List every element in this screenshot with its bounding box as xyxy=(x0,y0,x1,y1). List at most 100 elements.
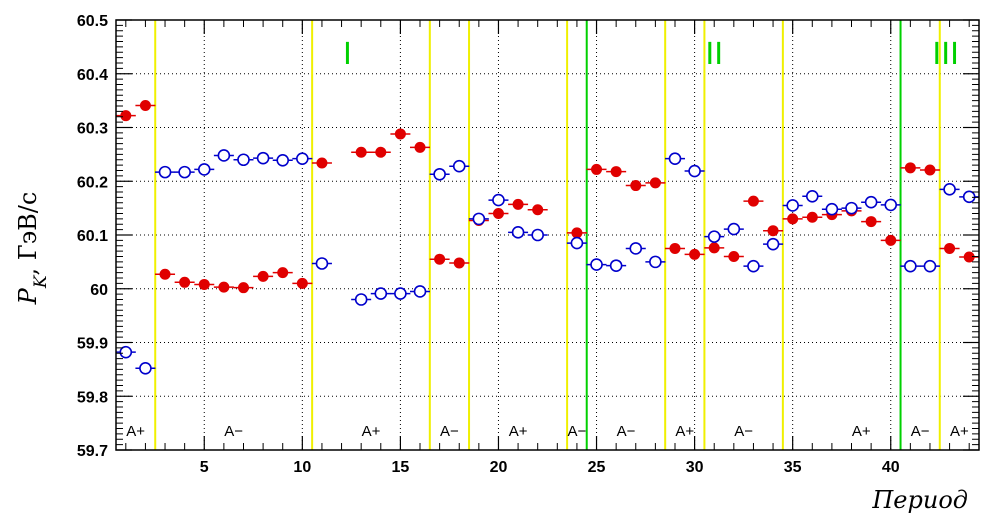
open-data-point xyxy=(962,190,976,204)
open-data-point xyxy=(707,230,721,243)
y-tick-label: 59.7 xyxy=(77,443,108,460)
open-data-point xyxy=(531,228,544,242)
y-tick-label: 60.4 xyxy=(77,67,108,84)
filled-data-point xyxy=(453,257,465,269)
filled-data-point xyxy=(434,253,446,265)
y-tick-label: 60.3 xyxy=(77,121,108,138)
filled-data-point xyxy=(591,163,603,175)
y-tick-label: 59.9 xyxy=(77,336,108,353)
filled-data-point xyxy=(865,216,877,228)
y-axis-title: PK, ГэВ/c xyxy=(14,192,51,306)
open-data-point xyxy=(904,259,917,273)
region-label: A+ xyxy=(509,423,528,440)
open-data-point xyxy=(649,255,662,269)
filled-data-point xyxy=(179,276,191,288)
open-data-point xyxy=(276,153,290,167)
filled-data-point xyxy=(787,213,799,225)
filled-data-point xyxy=(532,204,544,216)
filled-data-point xyxy=(728,251,740,262)
filled-data-point xyxy=(747,195,759,207)
filled-data-point xyxy=(610,166,622,178)
open-data-point xyxy=(629,242,643,255)
y-tick-label: 60.2 xyxy=(77,174,108,191)
filled-data-point xyxy=(885,234,897,246)
open-data-point xyxy=(394,287,407,300)
y-tick-label: 60 xyxy=(90,282,108,299)
filled-data-point xyxy=(355,146,367,158)
filled-data-point xyxy=(139,99,151,111)
filled-data-point xyxy=(120,110,132,122)
x-tick-label: 25 xyxy=(588,459,606,476)
filled-data-point xyxy=(375,146,387,158)
region-label: A− xyxy=(224,423,243,440)
filled-data-point xyxy=(904,162,916,174)
axis-ticks xyxy=(116,19,979,451)
open-data-point xyxy=(688,164,701,178)
filled-data-point xyxy=(708,242,720,254)
open-data-point xyxy=(825,202,839,216)
open-data-point xyxy=(296,152,309,165)
x-tick-label: 15 xyxy=(391,459,409,476)
period-markers: I II III xyxy=(343,37,959,72)
filled-data-point xyxy=(767,225,779,237)
filled-data-point xyxy=(277,267,289,279)
open-data-point xyxy=(178,165,191,179)
open-data-point xyxy=(590,258,603,271)
x-tick-label: 5 xyxy=(200,459,209,476)
open-data-point xyxy=(197,163,211,176)
open-data-point xyxy=(492,193,505,207)
region-label: A− xyxy=(734,423,753,440)
filled-data-point xyxy=(571,227,583,239)
open-data-point xyxy=(452,159,466,173)
open-data-point xyxy=(315,257,329,270)
open-data-point xyxy=(864,195,878,209)
open-data-point xyxy=(747,259,760,273)
filled-data-point xyxy=(649,177,661,189)
filled-data-point xyxy=(159,268,171,280)
y-tick-label: 59.8 xyxy=(77,389,108,406)
region-label: A− xyxy=(440,423,459,440)
open-data-point xyxy=(786,199,799,212)
open-data-point xyxy=(158,165,172,179)
region-label: A+ xyxy=(362,423,381,440)
open-data-point xyxy=(668,152,682,165)
filled-data-point xyxy=(394,128,406,140)
period-marker-label: II xyxy=(705,37,723,72)
filled-data-point xyxy=(512,198,524,210)
tick-labels: 5 10 15 20 25 30 35 40 59.7 59.8 59.9 60 60.1 60.2 60.… xyxy=(77,13,900,476)
open-data-point xyxy=(511,226,525,239)
filled-data-point xyxy=(257,270,269,282)
filled-data-point xyxy=(963,251,975,263)
region-label: A+ xyxy=(675,423,694,440)
open-data-point xyxy=(256,151,270,165)
filled-data-point xyxy=(924,164,936,176)
period-marker-label: III xyxy=(932,37,959,72)
filled-data-point xyxy=(316,157,328,169)
x-tick-label: 35 xyxy=(784,459,802,476)
filled-data-point xyxy=(492,208,504,219)
filled-data-point xyxy=(806,211,818,223)
region-label: A− xyxy=(617,423,636,440)
x-axis-title: Период xyxy=(871,486,968,514)
open-data-point xyxy=(139,361,152,375)
filled-data-point xyxy=(296,277,308,289)
filled-data-point xyxy=(689,248,701,260)
open-data-point xyxy=(472,212,486,226)
open-data-point xyxy=(923,259,937,273)
open-data-point xyxy=(413,285,427,298)
x-tick-label: 30 xyxy=(686,459,704,476)
open-data-point xyxy=(727,222,741,236)
data-points xyxy=(115,99,980,375)
x-tick-label: 40 xyxy=(882,459,900,476)
region-label: A+ xyxy=(950,423,969,440)
open-data-point xyxy=(217,149,231,162)
open-data-point xyxy=(237,153,250,167)
open-data-point xyxy=(884,198,898,212)
filled-data-point xyxy=(944,242,956,254)
region-label: A− xyxy=(911,423,930,440)
region-label: A+ xyxy=(126,423,145,440)
open-data-point xyxy=(374,287,388,300)
open-data-point xyxy=(433,167,446,181)
x-tick-label: 20 xyxy=(490,459,508,476)
